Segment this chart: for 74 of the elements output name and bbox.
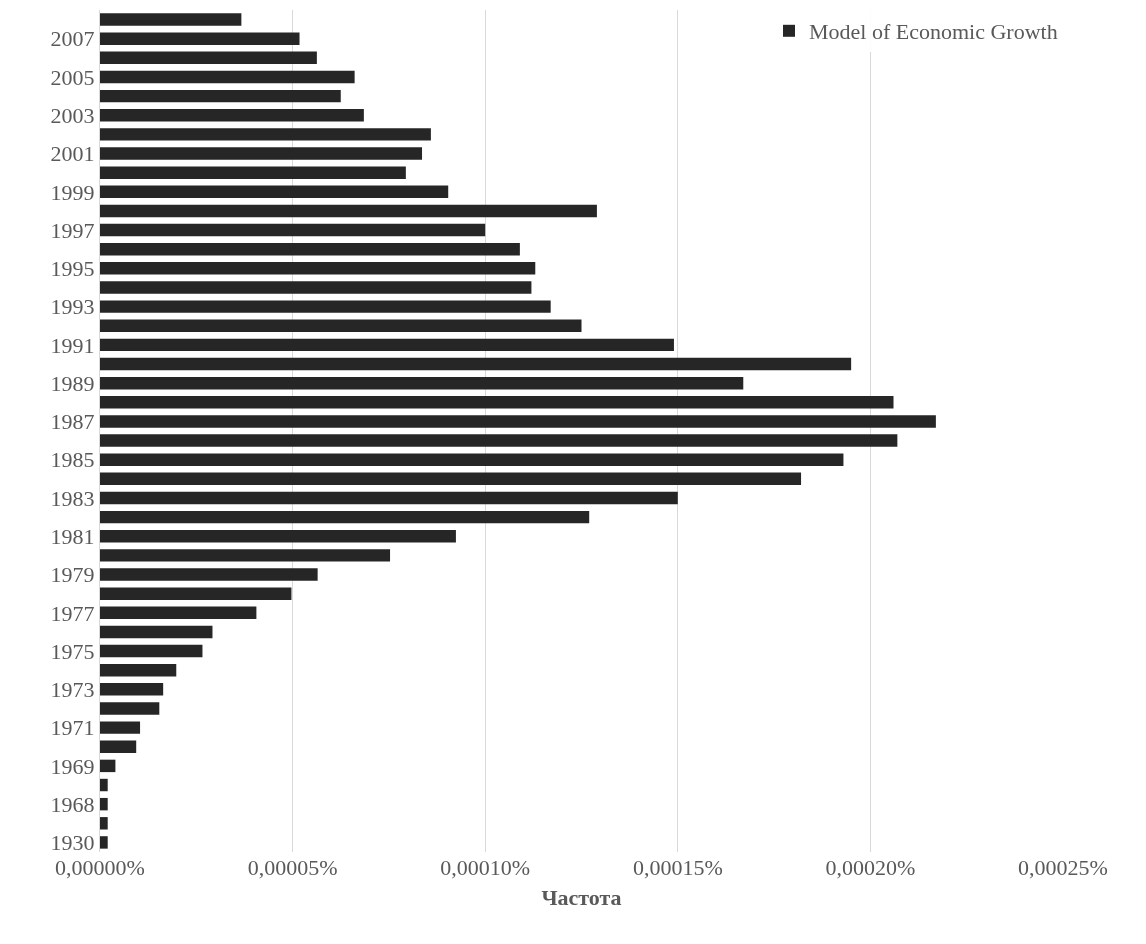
y-tick-label: 1995 [50,256,95,282]
bar [100,530,456,543]
bar [100,606,257,620]
bar [100,281,532,294]
bar [100,663,177,677]
bar [100,797,108,811]
y-tick-label: 2007 [50,26,95,52]
x-axis-title: Частота [541,884,622,910]
y-tick-label: 1999 [50,179,95,205]
bar [100,204,597,218]
bar [100,109,364,122]
bar [100,683,164,696]
bar [100,185,449,199]
bar [100,549,391,562]
bar [100,357,852,371]
bar [100,721,141,734]
bar [100,319,582,332]
y-tick-label: 2001 [50,141,95,167]
y-tick-label: 1930 [50,830,95,856]
bar [100,587,292,600]
bar [100,491,678,505]
legend-label: Model of Economic Growth [809,19,1058,45]
y-tick-label: 1993 [50,294,95,320]
bar [100,568,318,581]
bar [100,223,486,237]
bar [100,472,802,486]
bar [100,702,160,715]
bar [100,166,406,179]
bar [100,836,108,849]
bar [100,396,894,409]
bar [100,644,203,658]
y-tick-label: 1987 [50,409,95,435]
y-tick-label: 1983 [50,485,95,511]
bar [100,300,551,313]
bar [100,242,520,256]
y-tick-label: 1985 [50,447,95,473]
bar [100,51,317,65]
bar [100,147,423,160]
bar [100,262,536,275]
y-tick-label: 1981 [50,523,95,549]
bar [100,70,355,84]
y-tick-label: 1968 [50,791,95,817]
bar [100,32,300,45]
y-tick-label: 1991 [50,332,95,358]
y-tick-label: 1977 [50,600,95,626]
y-tick-label: 1989 [50,370,95,396]
x-tick-label: 0,00000% [55,855,145,880]
bar [100,817,108,830]
x-tick-label: 0,00020% [825,855,916,880]
bar [100,434,898,447]
x-tick-label: 0,00015% [632,855,723,880]
bar [100,376,744,390]
x-tick-label: 0,00010% [440,855,531,880]
bar [100,759,116,773]
y-tick-label: 2005 [50,64,95,90]
bar [100,778,108,792]
x-tick-label: 0,00005% [247,855,338,880]
y-tick-label: 1973 [50,677,95,703]
y-tick-label: 2003 [50,102,95,128]
bar [100,415,936,428]
bar [100,453,844,466]
y-tick-label: 1997 [50,217,95,243]
bar [100,13,242,26]
bar [100,740,137,753]
bar [100,510,590,524]
x-tick-label: 0,00025% [1018,855,1108,880]
y-tick-label: 1969 [50,753,95,779]
bar [100,128,431,141]
bar [100,338,674,352]
y-tick-label: 1971 [50,715,95,741]
y-tick-label: 1975 [50,638,95,664]
bar [100,89,341,103]
y-tick-label: 1979 [50,562,95,588]
bar [100,625,213,639]
